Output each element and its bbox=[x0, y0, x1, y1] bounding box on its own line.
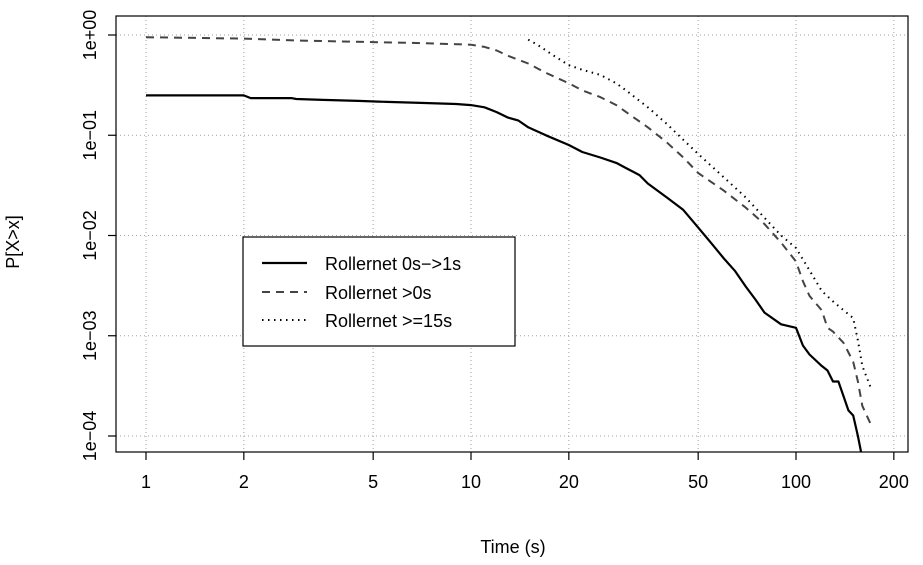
x-tick-label: 200 bbox=[879, 472, 909, 492]
y-tick-label: 1e−03 bbox=[80, 310, 100, 361]
y-tick-label: 1e−01 bbox=[80, 110, 100, 161]
x-tick-label: 20 bbox=[559, 472, 579, 492]
legend-box bbox=[242, 236, 516, 347]
legend: Rollernet 0s−>1s Rollernet >0s Rollernet… bbox=[242, 236, 516, 347]
legend-label-series-3: Rollernet >=15s bbox=[325, 311, 452, 331]
x-tick-label: 5 bbox=[368, 472, 378, 492]
x-tick-label: 1 bbox=[141, 472, 151, 492]
series-line-3 bbox=[527, 38, 872, 389]
grid-lines bbox=[116, 16, 908, 452]
plot-frame bbox=[115, 15, 909, 453]
x-tick-label: 100 bbox=[781, 472, 811, 492]
y-axis-label: P[X>x] bbox=[3, 215, 23, 269]
y-tick-label: 1e−02 bbox=[80, 210, 100, 261]
x-tick-label: 10 bbox=[461, 472, 481, 492]
legend-label-series-2: Rollernet >0s bbox=[325, 283, 432, 303]
legend-label-series-1: Rollernet 0s−>1s bbox=[325, 254, 461, 274]
series-line-2 bbox=[145, 36, 872, 426]
y-axis: 1e−04 1e−03 1e−02 1e−01 1e+00 bbox=[80, 10, 116, 462]
series-lines bbox=[145, 36, 872, 452]
x-tick-label: 2 bbox=[239, 472, 249, 492]
x-axis: 1 2 5 10 20 50 100 200 bbox=[141, 452, 909, 492]
x-tick-label: 50 bbox=[688, 472, 708, 492]
series-line-1 bbox=[146, 94, 863, 452]
x-axis-label: Time (s) bbox=[480, 537, 545, 557]
y-tick-label: 1e+00 bbox=[80, 10, 100, 61]
y-tick-label: 1e−04 bbox=[80, 411, 100, 462]
